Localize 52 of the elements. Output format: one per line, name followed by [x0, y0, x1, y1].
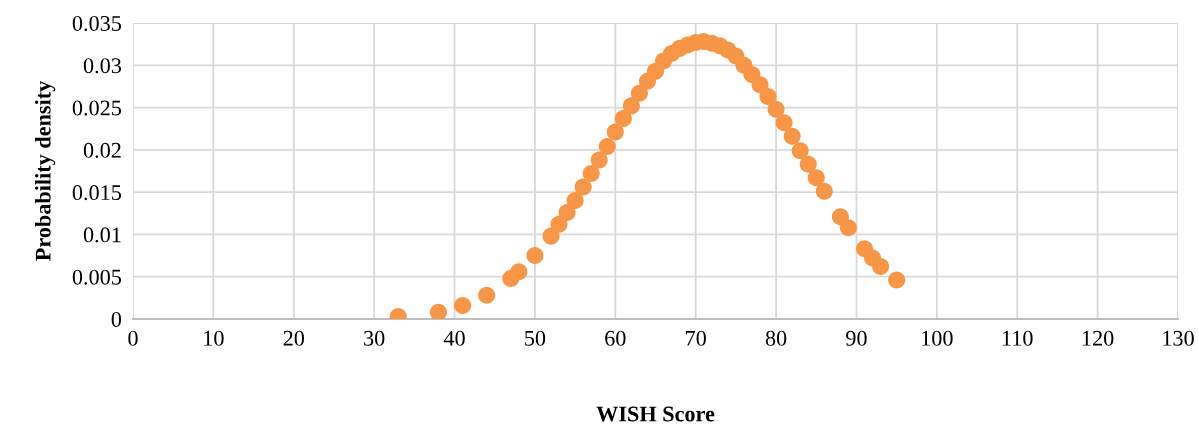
x-axis-title: WISH Score [596, 406, 715, 422]
x-tick-label: 20 [283, 330, 305, 346]
point [429, 303, 447, 319]
point [510, 263, 528, 281]
x-tick-label: 130 [1163, 330, 1194, 346]
point [606, 123, 624, 141]
point [622, 97, 640, 115]
y-tick-label: 0.005 [72, 269, 122, 285]
point [582, 165, 600, 183]
point [550, 215, 568, 233]
point [630, 84, 648, 102]
x-tick-label: 40 [443, 330, 465, 346]
y-axis-title: Probability density [35, 80, 56, 261]
point [872, 258, 890, 276]
x-tick-label: 70 [686, 330, 706, 346]
x-tick-label: 80 [765, 330, 787, 346]
point [558, 203, 576, 221]
point [839, 219, 857, 237]
point [783, 127, 801, 145]
point [566, 192, 584, 210]
y-tick-label: 0.02 [83, 142, 121, 158]
x-tick-label: 90 [846, 330, 867, 346]
x-tick-label: 10 [204, 330, 224, 346]
x-tick-label: 120 [1082, 330, 1114, 346]
y-tick-label: 0 [111, 311, 122, 327]
point [614, 110, 632, 128]
point [775, 114, 793, 132]
x-tick-label: 60 [605, 330, 626, 346]
point [807, 169, 825, 187]
point [799, 155, 817, 173]
y-tick-label: 0.035 [72, 15, 122, 32]
x-tick-label: 0 [128, 330, 138, 346]
x-tick-label: 110 [1002, 330, 1033, 346]
point [815, 182, 833, 200]
point [791, 142, 809, 160]
y-tick-label: 0.01 [83, 227, 121, 243]
y-tick-label: 0.025 [72, 100, 122, 116]
x-tick-label: 100 [922, 330, 953, 346]
y-tick-label: 0.015 [72, 185, 122, 201]
point [598, 137, 616, 155]
point [590, 151, 608, 169]
point [574, 178, 592, 196]
y-tick-label: 0.03 [83, 58, 122, 74]
x-tick-label: 30 [364, 330, 385, 346]
point [767, 100, 785, 118]
x-tick-label: 50 [525, 330, 546, 346]
point [454, 296, 472, 314]
point [751, 76, 769, 94]
point [888, 271, 906, 289]
point [478, 286, 496, 304]
point [759, 88, 777, 106]
point [526, 247, 544, 265]
